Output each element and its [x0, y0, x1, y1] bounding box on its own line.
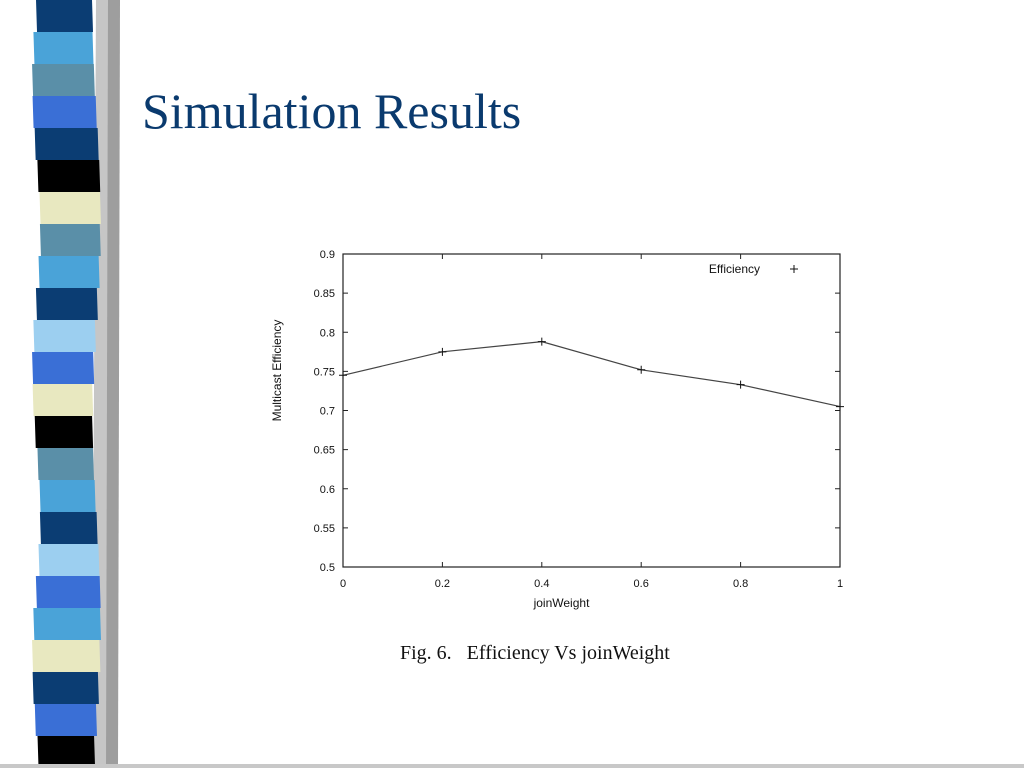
stripe-band	[36, 0, 93, 32]
figure-caption: Fig. 6. Efficiency Vs joinWeight	[400, 642, 670, 664]
x-tick-label: 0.4	[534, 578, 549, 590]
legend-marker	[790, 265, 798, 273]
efficiency-chart: 0.50.550.60.650.70.750.80.850.9 0 0.2 0.4 0…	[270, 249, 844, 610]
efficiency-data-point	[836, 402, 844, 411]
efficiency-data-point	[537, 337, 546, 346]
y-tick-label: 0.7	[320, 406, 335, 418]
chart-legend: Efficiency	[709, 262, 798, 276]
y-tick-label: 0.6	[320, 484, 335, 496]
y-tick-label: 0.9	[320, 249, 335, 261]
y-tick-label: 0.5	[320, 562, 335, 574]
x-tick-label: 0	[340, 578, 346, 590]
stripe-band	[38, 256, 100, 288]
stripe-pattern	[32, 0, 120, 768]
stripe-band	[35, 576, 101, 608]
stripe-band	[33, 320, 96, 352]
stripe-band	[32, 64, 95, 96]
y-tick-label: 0.55	[314, 523, 335, 535]
y-tick-label: 0.85	[314, 288, 335, 300]
y-axis-label: Multicast Efficiency	[270, 320, 284, 422]
stripe-band	[32, 96, 97, 128]
stripe-band	[32, 672, 99, 704]
x-tick-label: 0.6	[634, 578, 649, 590]
x-axis-ticks: 0 0.2 0.4 0.6 0.8 1	[340, 254, 843, 590]
efficiency-data-point	[637, 365, 646, 374]
stripe-band	[38, 544, 100, 576]
decorative-stripe-sidebar	[0, 0, 120, 768]
y-tick-label: 0.75	[314, 366, 335, 378]
efficiency-data-point	[339, 371, 347, 380]
efficiency-data-point	[736, 380, 745, 389]
plot-border	[342, 253, 841, 568]
stripe-band	[32, 384, 94, 416]
stripe-band	[39, 224, 101, 256]
stripe-band	[39, 192, 101, 224]
stripe-band	[34, 704, 97, 736]
stripe-band	[37, 736, 96, 768]
y-tick-label: 0.8	[320, 327, 335, 339]
x-tick-label: 0.2	[435, 578, 450, 590]
bottom-divider	[0, 764, 1024, 768]
series-layer	[339, 337, 844, 411]
stripe-band-group	[32, 0, 101, 768]
stripe-band	[32, 352, 95, 384]
stripe-band	[33, 32, 94, 64]
stripe-band	[33, 608, 101, 640]
stripe-band	[32, 640, 101, 672]
stripe-band	[34, 128, 99, 160]
stripe-band	[39, 512, 98, 544]
y-tick-label: 0.65	[314, 445, 335, 457]
x-tick-label: 1	[837, 578, 843, 590]
efficiency-series-line	[342, 341, 841, 408]
stripe-band	[37, 448, 94, 480]
stripe-band	[34, 416, 94, 448]
stripe-band	[35, 288, 98, 320]
slide-title: Simulation Results	[142, 83, 522, 139]
x-axis-label: joinWeight	[533, 596, 590, 610]
x-tick-label: 0.8	[733, 578, 748, 590]
stripe-band	[37, 160, 101, 192]
y-axis-ticks: 0.5 0.55 0.6 0.65 0.7 0.75 0.8 0.85 0.9	[314, 249, 840, 574]
stripe-band	[39, 480, 96, 512]
legend-label: Efficiency	[709, 262, 760, 276]
efficiency-data-point	[438, 347, 447, 356]
plot-frame	[342, 253, 841, 568]
